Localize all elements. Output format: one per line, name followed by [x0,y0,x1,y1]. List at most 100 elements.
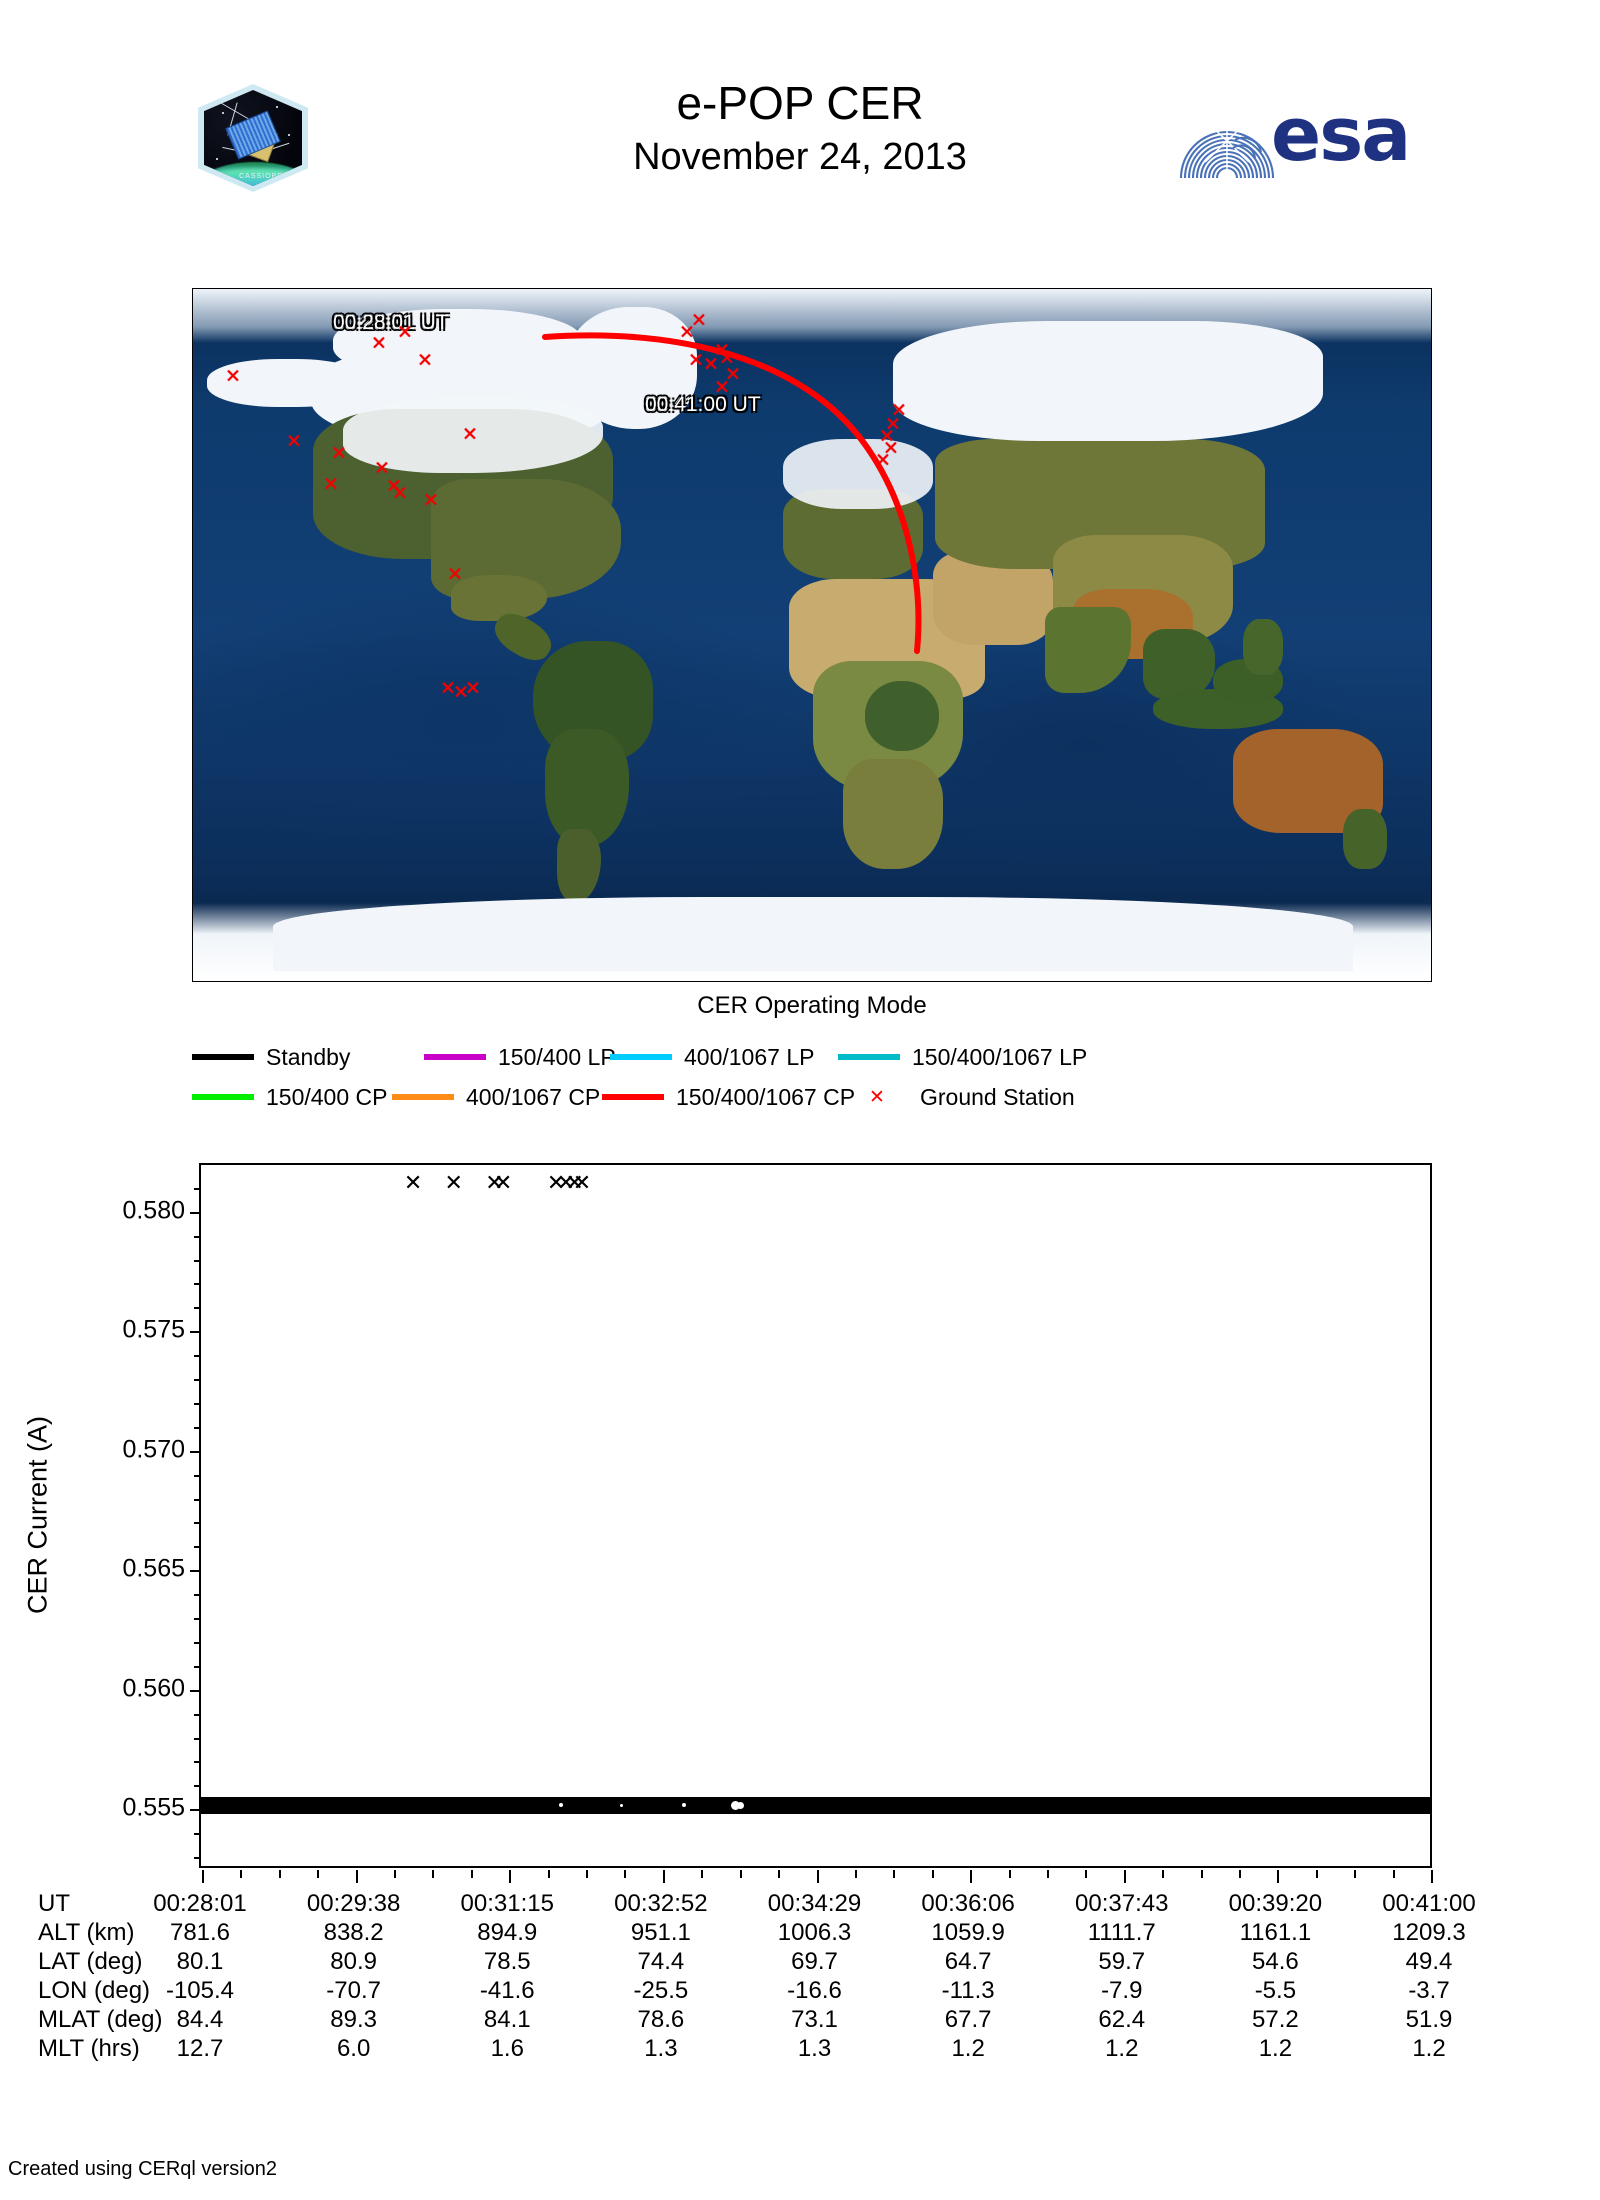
table-cell: 74.4 [637,1948,685,1975]
table-cell: 51.9 [1405,2006,1453,2033]
x-tick-minor [1239,1870,1241,1878]
track-start-time-label: 00:28:01 UT [333,311,449,334]
y-tick-minor [194,1426,201,1429]
table-cell: 00:41:00 [1382,1890,1476,1917]
table-cell: 1161.1 [1239,1919,1312,1946]
y-tick-minor [194,1713,201,1716]
table-cell: 1.2 [1105,2035,1139,2062]
ground-station-marker-icon: ✕ [679,321,695,344]
legend-row-1: Standby 150/400 LP 400/1067 LP 150/400/1067… [192,1040,1432,1074]
legend-label: 400/1067 LP [684,1043,815,1070]
y-tick-major [190,1211,201,1214]
table-cell: 57.2 [1252,2006,1299,2033]
table-cell: 838.2 [323,1919,384,1946]
cer-current-trace [201,1797,1430,1815]
y-tick-minor [194,1522,201,1525]
esa-arc-icon [1175,104,1279,178]
y-tick-minor [194,1474,201,1477]
y-tick-major [190,1331,201,1334]
plot-data-area: ✕ ✕ ✕ ✕ ✕ ✕ ✕ ✕ [201,1165,1430,1866]
page-header: CASSIOPE e-POP CER November 24, 2013 [0,0,1600,200]
x-tick-minor [701,1870,703,1878]
legend-item-150-400-1067-lp[interactable]: 150/400/1067 LP [838,1040,1087,1074]
x-tick-minor [471,1870,473,1878]
table-cell: 1.2 [1258,2035,1293,2062]
ground-station-marker-icon: ✕ [392,482,408,505]
page-date: November 24, 2013 [633,136,967,178]
x-axis-ticks [201,1870,1434,1886]
ground-station-marker-icon: ✕ [719,347,735,370]
table-cell: 1006.3 [777,1919,852,1946]
pass-marker-icon: ✕ [493,1171,513,1197]
cer-current-plot[interactable]: ✕ ✕ ✕ ✕ ✕ ✕ ✕ ✕ [190,1163,1433,1883]
ground-station-marker-icon: ✕ [465,677,481,700]
legend-item-150-400-1067-cp[interactable]: 150/400/1067 CP [602,1080,855,1114]
ground-station-marker-icon: ✕ [331,442,347,465]
y-tick-minor [194,1355,201,1358]
x-tick-minor [932,1870,934,1878]
cassiope-mission-logo: CASSIOPE [196,82,310,194]
y-tick-major [190,1689,201,1692]
world-map-image [193,289,1431,981]
x-tick-minor [1047,1870,1049,1878]
x-tick-minor [317,1870,319,1878]
y-tick-label: 0.560 [122,1674,185,1703]
y-tick-minor [194,1641,201,1644]
legend-item-400-1067-cp[interactable]: 400/1067 CP [392,1080,600,1114]
ground-station-marker-icon: ✕ [374,457,390,480]
ground-station-marker-icon: ✕ [891,399,907,422]
x-tick-minor [548,1870,550,1878]
x-tick-minor [432,1870,434,1878]
x-tick-minor [279,1870,281,1878]
table-cell: 64.7 [944,1948,992,1975]
ground-station-marker-icon: ✕ [703,353,719,376]
y-tick-label: 0.555 [122,1793,185,1822]
legend-item-400-1067-lp[interactable]: 400/1067 LP [610,1040,814,1074]
y-tick-major [190,1450,201,1453]
x-tick-minor [1162,1870,1164,1878]
trace-gap [681,1803,686,1808]
x-tick-major [970,1870,972,1883]
pass-marker-icon: ✕ [565,1171,584,1197]
ground-station-marker-icon: ✕ [386,475,402,498]
x-tick-minor [1009,1870,1011,1878]
ground-station-marker-icon: ✕ [453,681,469,704]
y-tick-minor [194,1546,201,1549]
legend-item-150-400-cp[interactable]: 150/400 CP [192,1080,387,1114]
page-title: e-POP CER [676,77,924,129]
legend-item-ground-station[interactable]: ✕ Ground Station [846,1080,1075,1114]
ground-station-marker-icon: ✕ [371,332,387,355]
trace-gap [558,1803,563,1808]
table-row: MLT (hrs) 12.7 6.0 1.6 1.3 1.3 1.2 1.2 1.2 1.2 [0,2035,1600,2064]
table-cell: -7.9 [1101,1977,1143,2004]
world-map-panel[interactable]: 00:28:01 UT 00:41:00 UT ✕ ✕ ✕ ✕ ✕ ✕ ✕ ✕ ✕ ✕ ✕ ✕ ✕ ✕ ✕ ✕… [192,288,1432,982]
x-tick-minor [1201,1870,1203,1878]
table-row: ALT (km) 781.6 838.2 894.9 951.1 1006.3 1059.9… [0,1919,1600,1948]
x-tick-minor [624,1870,626,1878]
ground-station-marker-icon: ✕ [447,563,463,586]
ground-station-marker-icon: ✕ [869,1085,885,1108]
pass-marker-icon: ✕ [546,1171,566,1197]
legend-item-150-400-lp[interactable]: 150/400 LP [424,1040,616,1074]
table-cell: 00:32:52 [614,1890,708,1917]
x-tick-major [202,1870,204,1883]
legend-label: Standby [266,1043,351,1070]
x-tick-minor [1085,1870,1087,1878]
table-cell: 1.3 [797,2035,832,2062]
table-cell: 49.4 [1405,1948,1453,1975]
table-cell: 951.1 [630,1919,691,1946]
x-tick-minor [240,1870,242,1878]
table-cell: 1.2 [951,2035,985,2062]
x-tick-minor [586,1870,588,1878]
legend-item-standby[interactable]: Standby [192,1040,350,1074]
x-tick-minor [1393,1870,1395,1878]
table-cell: 1059.9 [931,1919,1005,1946]
trace-gap [731,1800,741,1810]
ground-station-marker-icon: ✕ [725,363,741,386]
y-tick-minor [194,1665,201,1668]
ground-station-marker-icon: ✕ [875,449,891,472]
y-tick-label: 0.570 [122,1435,185,1464]
map-caption: CER Operating Mode [697,992,927,1019]
table-cell: -41.6 [479,1977,535,2004]
legend-swatch [192,1094,254,1100]
